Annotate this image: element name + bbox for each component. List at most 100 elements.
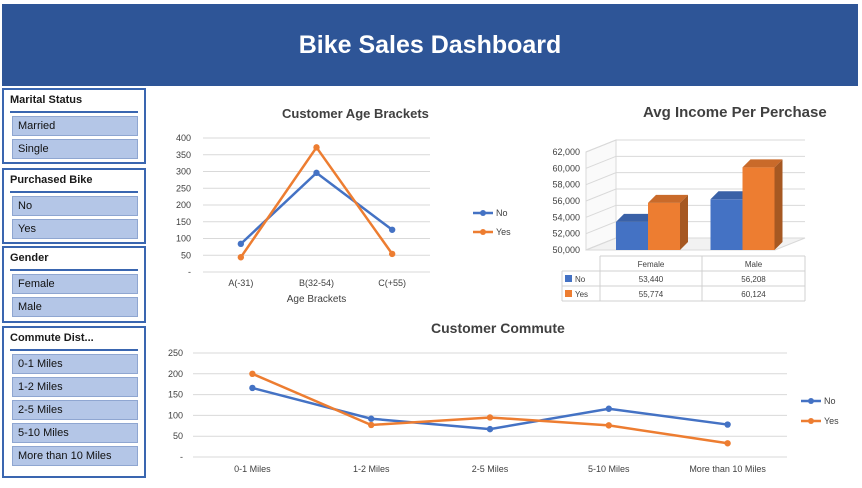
data-point-yes	[249, 370, 256, 377]
y-tick-label: 54,000	[552, 212, 580, 222]
y-tick-label: 350	[176, 150, 191, 160]
y-tick-label: 52,000	[552, 229, 580, 239]
slicer-item-0-1-miles[interactable]: 0-1 Miles	[12, 354, 138, 374]
table-series-label-no: No	[575, 275, 586, 284]
slicer-title: Marital Status	[10, 94, 83, 106]
y-tick-label: 150	[176, 217, 191, 227]
table-series-label-yes: Yes	[575, 290, 588, 299]
slicer-purchased-bike: Purchased Bike No Yes	[2, 168, 146, 244]
legend-label-yes: Yes	[824, 416, 839, 426]
data-point-no	[249, 384, 256, 392]
series-line-yes	[239, 145, 394, 258]
y-tick-label: 100	[168, 410, 183, 420]
table-value: 56,208	[741, 275, 766, 284]
y-tick-label: 150	[168, 390, 183, 400]
data-point-yes	[724, 440, 731, 447]
series-line-no	[239, 171, 393, 245]
slicer-marital-status: Marital Status Married Single	[2, 88, 146, 164]
income-chart: 50,000 52,000 54,000 56,000 58,000 60,000 62,0…	[552, 139, 806, 302]
bar-top-yes	[648, 194, 688, 203]
data-point-no	[486, 425, 494, 433]
y-tick-label: 50	[173, 431, 183, 441]
slicer-item-1-2-miles[interactable]: 1-2 Miles	[12, 377, 138, 397]
x-tick-label: 2-5 Miles	[472, 464, 509, 474]
table-header-label: Female	[638, 260, 665, 269]
slicer-item-male[interactable]: Male	[12, 297, 138, 317]
legend-marker-yes	[480, 229, 486, 235]
legend-marker-no	[480, 210, 486, 216]
slicer-item-yes[interactable]: Yes	[12, 219, 138, 239]
bar-top-no	[710, 191, 751, 200]
y-tick-label: -	[180, 452, 183, 462]
data-point-no	[605, 405, 612, 412]
slicer-title: Gender	[10, 252, 49, 264]
data-point-no	[388, 226, 396, 233]
slicer-title: Commute Dist...	[10, 332, 94, 344]
x-tick-label: 0-1 Miles	[234, 464, 271, 474]
y-tick-label: 200	[168, 369, 183, 379]
x-axis-label: Age Brackets	[287, 294, 346, 305]
bar-top-no	[616, 213, 656, 222]
y-tick-label: 250	[176, 183, 191, 193]
income-chart-title: Avg Income Per Perchase	[643, 104, 827, 121]
data-point-yes	[368, 421, 375, 429]
slicer-item-more-than-10-miles[interactable]: More than 10 Miles	[12, 446, 138, 466]
x-tick-label: More than 10 Miles	[689, 464, 766, 474]
bar-top-yes	[742, 159, 783, 168]
slicer-item-2-5-miles[interactable]: 2-5 Miles	[12, 400, 138, 420]
commute-chart-title: Customer Commute	[431, 320, 565, 336]
bar-side-yes	[774, 159, 783, 250]
y-tick-label: 60,000	[552, 163, 580, 173]
age-chart-title: Customer Age Brackets	[282, 106, 429, 121]
dashboard-title: Bike Sales Dashboard	[298, 31, 562, 59]
data-point-yes	[313, 144, 320, 151]
slicer-item-single[interactable]: Single	[12, 139, 138, 159]
slicer-title: Purchased Bike	[10, 174, 93, 186]
y-tick-label: 250	[168, 348, 183, 358]
bar-side-yes	[680, 194, 688, 250]
slicer-divider	[10, 349, 138, 351]
x-tick-label: C(+55)	[378, 278, 406, 288]
bar-yes	[648, 202, 680, 250]
x-tick-label: 1-2 Miles	[353, 464, 390, 474]
data-point-yes	[237, 254, 245, 261]
data-point-no	[724, 421, 731, 428]
legend-marker-yes	[808, 418, 814, 424]
data-point-no	[368, 415, 375, 422]
slicer-item-married[interactable]: Married	[12, 116, 138, 136]
y-tick-label: 100	[176, 234, 191, 244]
data-point-yes	[388, 250, 396, 258]
bar-no	[616, 221, 648, 250]
gridline	[585, 172, 805, 186]
slicer-item-5-10-miles[interactable]: 5-10 Miles	[12, 423, 138, 443]
y-tick-label: 50,000	[552, 245, 580, 255]
x-tick-label: 5-10 Miles	[588, 464, 630, 474]
table-header-label: Male	[745, 260, 763, 269]
data-point-no	[313, 169, 320, 177]
legend-marker-no	[808, 398, 814, 404]
table-legend-key-yes	[565, 290, 572, 297]
slicer-divider	[10, 111, 138, 113]
bar-yes	[742, 167, 775, 250]
y-tick-label: 56,000	[552, 196, 580, 206]
gridline	[585, 139, 805, 153]
y-tick-label: 400	[176, 133, 191, 143]
y-tick-label: 58,000	[552, 180, 580, 190]
dashboard-header: Bike Sales Dashboard	[2, 4, 858, 86]
slicer-item-no[interactable]: No	[12, 196, 138, 216]
gridline	[585, 188, 805, 202]
table-legend-key-no	[565, 275, 572, 282]
slicer-divider	[10, 269, 138, 271]
slicer-gender: Gender Female Male	[2, 246, 146, 323]
legend-label-no: No	[496, 208, 508, 218]
table-value: 60,124	[741, 290, 766, 299]
table-value: 55,774	[639, 290, 664, 299]
commute-chart: - 50 100 150 200 250 0-1 Miles 1-2 Miles 2-5 Mil…	[168, 348, 839, 474]
data-point-yes	[605, 422, 612, 429]
series-line-yes	[251, 372, 728, 445]
y-tick-label: 50	[181, 250, 191, 260]
y-tick-label: 300	[176, 167, 191, 177]
slicer-item-female[interactable]: Female	[12, 274, 138, 294]
gridline	[585, 155, 805, 169]
slicer-commute-distance: Commute Dist... 0-1 Miles 1-2 Miles 2-5 …	[2, 326, 146, 478]
